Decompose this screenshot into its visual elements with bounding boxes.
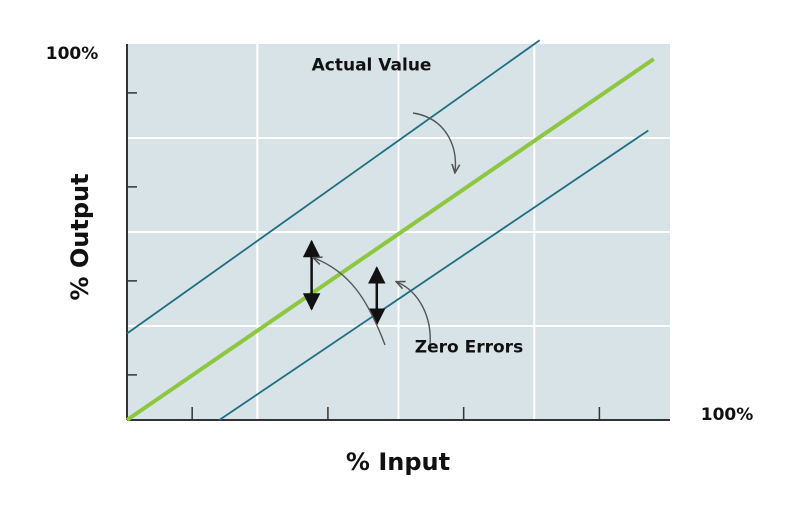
annotations: Actual Value Zero Errors bbox=[312, 55, 523, 357]
annotation-actual-value: Actual Value bbox=[312, 55, 432, 75]
x-max-label: 100% bbox=[701, 405, 754, 425]
y-max-label: 100% bbox=[46, 44, 99, 64]
series-layer bbox=[125, 39, 655, 422]
actual-value-pointer bbox=[412, 112, 455, 172]
series-line-error-lower bbox=[218, 129, 649, 421]
y-axis-label: % Output bbox=[66, 173, 94, 300]
zero-errors-pointer-1 bbox=[314, 258, 386, 346]
x-axis-label: % Input bbox=[346, 448, 450, 476]
error-arrows bbox=[302, 239, 386, 326]
series-line-actual bbox=[125, 57, 655, 422]
series-line-error-upper bbox=[126, 39, 541, 335]
zero-errors-pointer-2 bbox=[397, 282, 431, 346]
axes bbox=[126, 44, 670, 421]
annotation-zero-errors: Zero Errors bbox=[415, 337, 523, 357]
